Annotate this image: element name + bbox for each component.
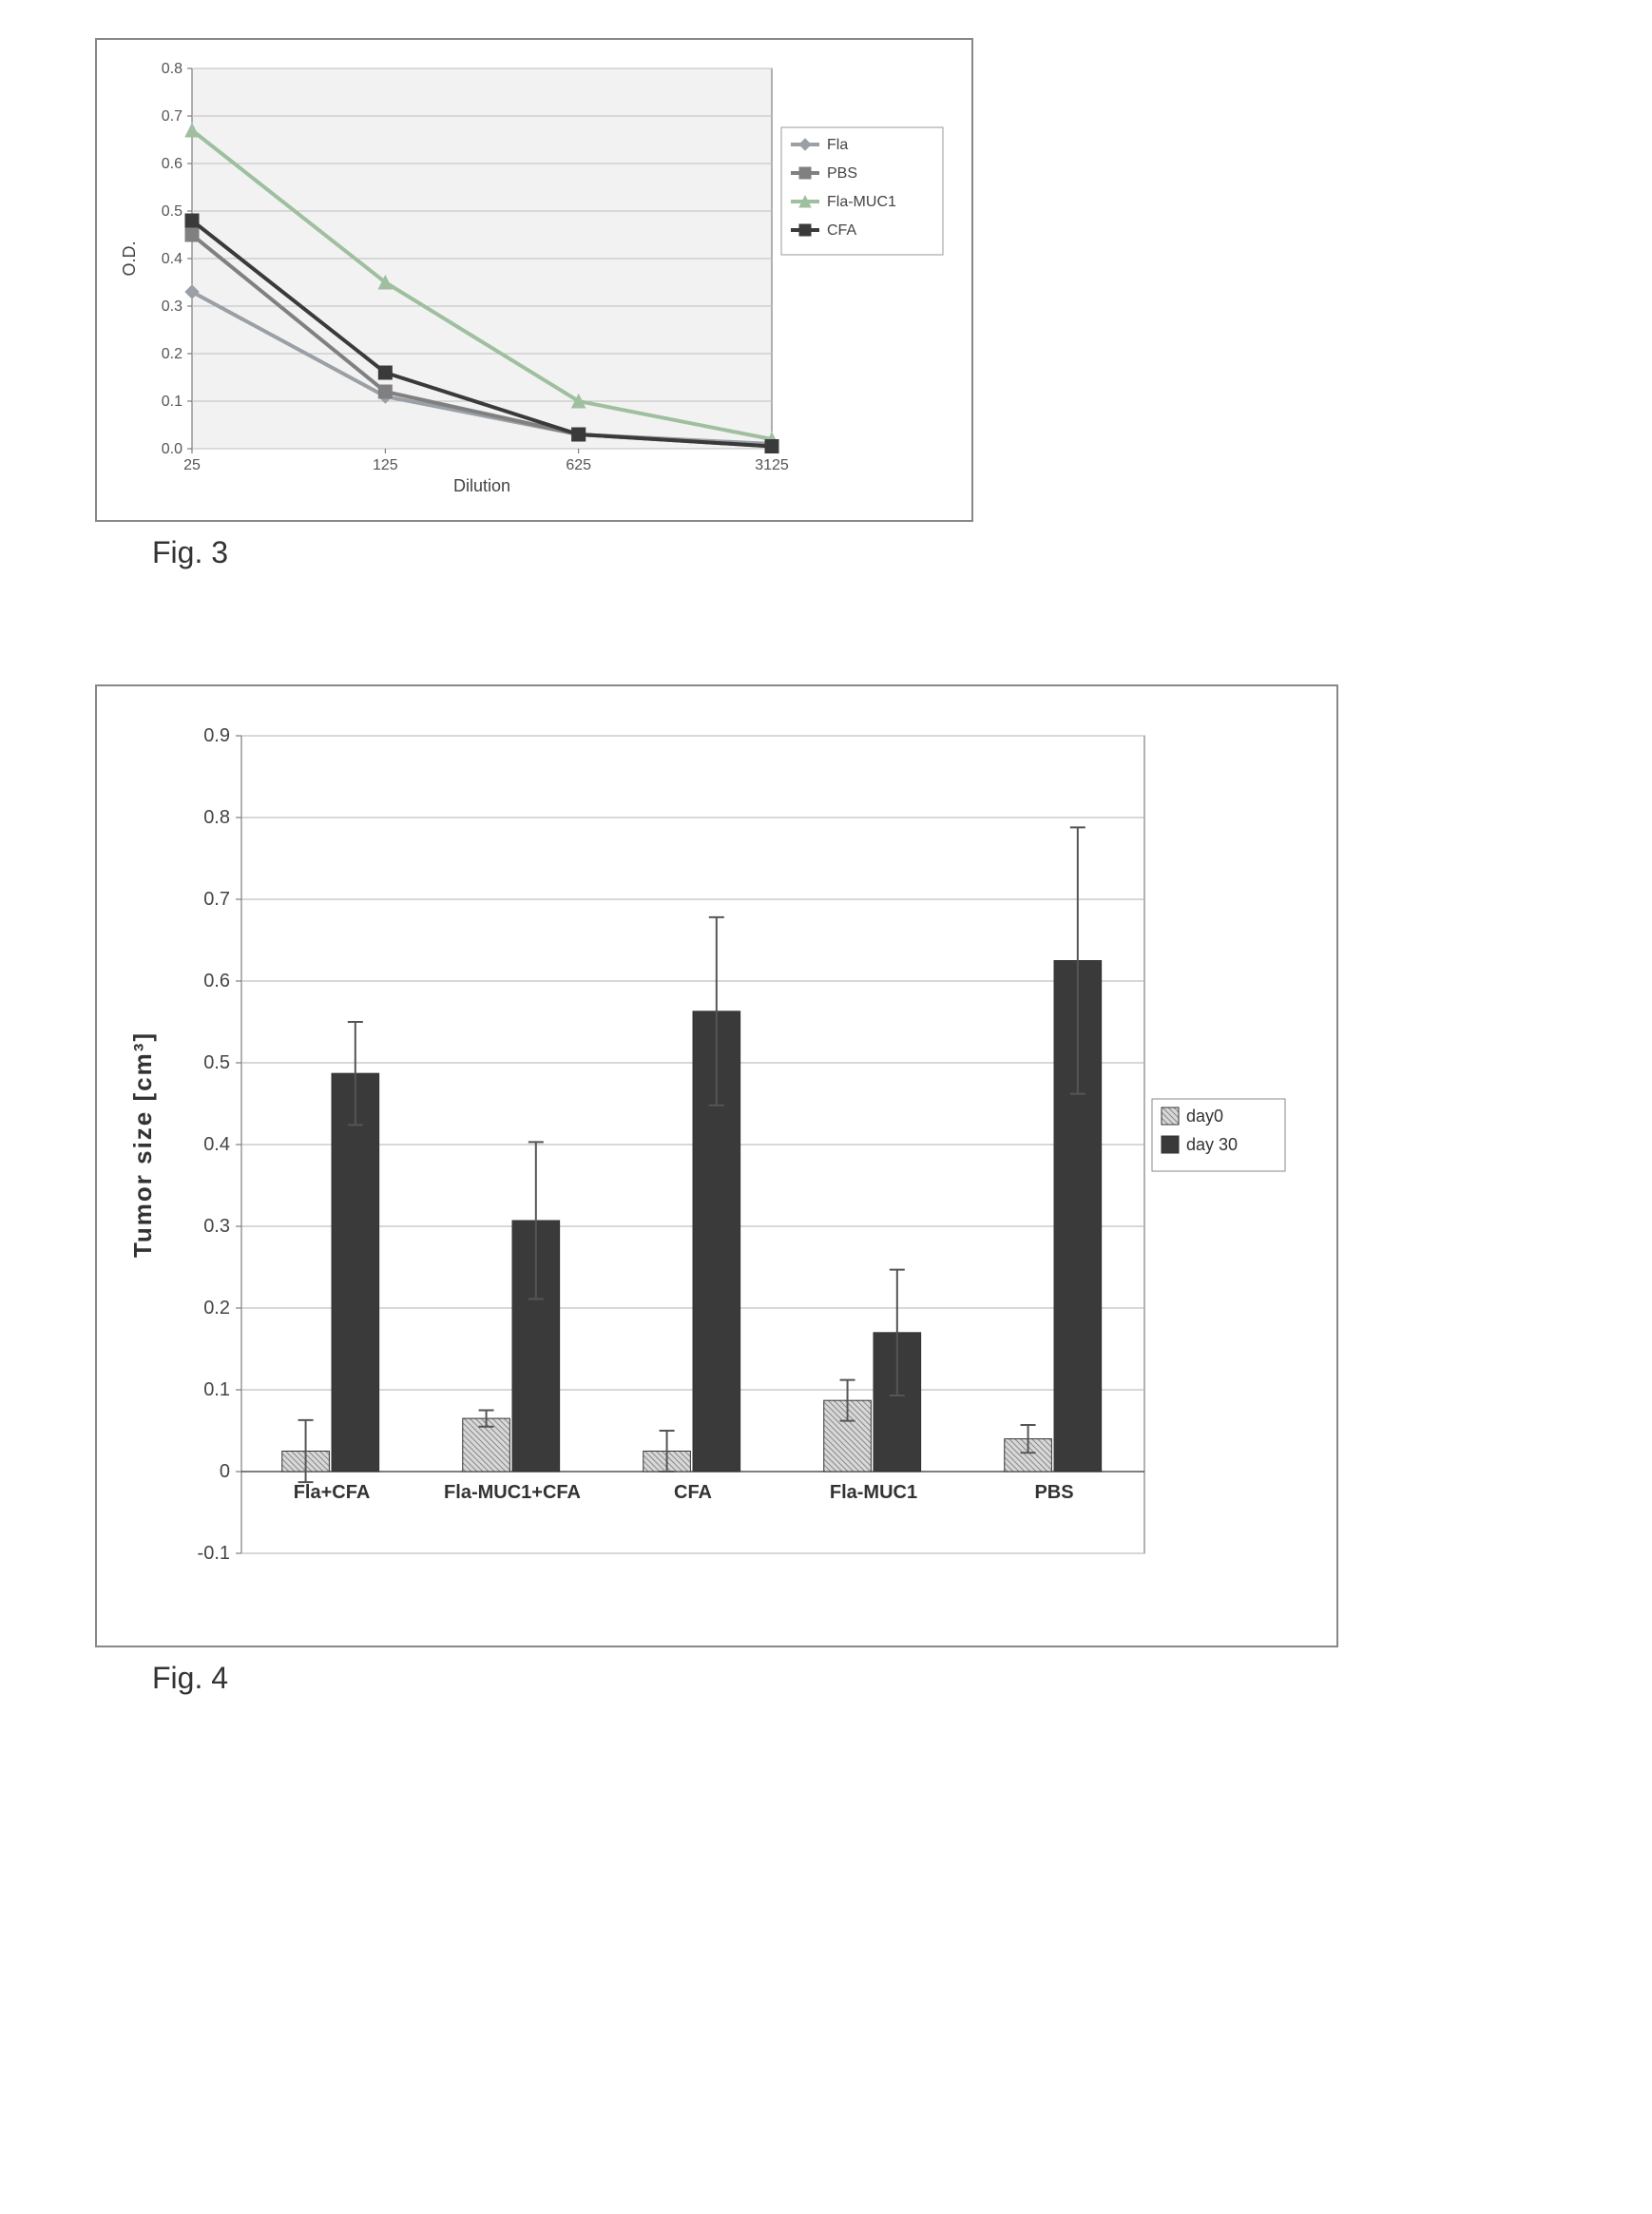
svg-text:0.1: 0.1 (203, 1379, 230, 1400)
svg-text:CFA: CFA (674, 1482, 712, 1503)
svg-text:0: 0 (220, 1461, 230, 1482)
svg-text:0.4: 0.4 (203, 1134, 230, 1155)
svg-text:CFA: CFA (827, 222, 856, 239)
svg-text:0.3: 0.3 (203, 1216, 230, 1237)
svg-text:0.9: 0.9 (203, 725, 230, 746)
figure-3-block: 0.0 0.1 0.2 0.3 0.4 0.5 0.6 0.7 0.8 25 125 625 3125 O… (95, 38, 1614, 570)
svg-text:0.5: 0.5 (203, 1052, 230, 1073)
svg-text:day 30: day 30 (1186, 1135, 1238, 1154)
svg-text:Fla+CFA: Fla+CFA (294, 1482, 371, 1503)
svg-text:0.6: 0.6 (203, 971, 230, 991)
svg-text:0.5: 0.5 (162, 203, 182, 220)
svg-text:0.2: 0.2 (203, 1298, 230, 1319)
svg-text:Dilution: Dilution (453, 476, 510, 495)
fig4-caption: Fig. 4 (152, 1661, 1614, 1696)
svg-text:3125: 3125 (755, 457, 789, 473)
svg-text:Tumor size [cm³]: Tumor size [cm³] (128, 1031, 157, 1258)
svg-text:0.8: 0.8 (162, 61, 182, 77)
svg-text:0.2: 0.2 (162, 346, 182, 362)
fig3-line-chart: 0.0 0.1 0.2 0.3 0.4 0.5 0.6 0.7 0.8 25 125 625 3125 O… (106, 49, 962, 506)
svg-text:Fla-MUC1+CFA: Fla-MUC1+CFA (444, 1482, 581, 1503)
fig3-caption: Fig. 3 (152, 535, 1614, 570)
svg-text:0.3: 0.3 (162, 298, 182, 315)
svg-text:Fla: Fla (827, 137, 848, 153)
fig3-frame: 0.0 0.1 0.2 0.3 0.4 0.5 0.6 0.7 0.8 25 125 625 3125 O… (95, 38, 973, 522)
svg-text:PBS: PBS (827, 165, 857, 182)
svg-text:0.7: 0.7 (203, 889, 230, 910)
svg-text:Fla-MUC1: Fla-MUC1 (830, 1482, 917, 1503)
svg-text:0.0: 0.0 (162, 441, 182, 457)
fig4-frame: -0.1 0 0.1 0.2 0.3 0.4 0.5 0.6 0.7 0.8 0.9 Fla+CFA F… (95, 684, 1338, 1647)
svg-text:0.8: 0.8 (203, 807, 230, 828)
fig4-bar-chart: -0.1 0 0.1 0.2 0.3 0.4 0.5 0.6 0.7 0.8 0.9 Fla+CFA F… (118, 707, 1316, 1620)
svg-text:25: 25 (183, 457, 201, 473)
svg-text:-0.1: -0.1 (198, 1543, 230, 1564)
svg-text:625: 625 (566, 457, 591, 473)
svg-text:day0: day0 (1186, 1107, 1223, 1126)
figure-4-block: -0.1 0 0.1 0.2 0.3 0.4 0.5 0.6 0.7 0.8 0.9 Fla+CFA F… (95, 684, 1614, 1696)
svg-text:O.D.: O.D. (120, 241, 139, 276)
svg-text:0.1: 0.1 (162, 394, 182, 410)
svg-text:Fla-MUC1: Fla-MUC1 (827, 194, 896, 210)
svg-text:125: 125 (373, 457, 398, 473)
svg-text:0.4: 0.4 (162, 251, 182, 267)
svg-text:0.6: 0.6 (162, 156, 182, 172)
svg-text:PBS: PBS (1034, 1482, 1073, 1503)
svg-text:0.7: 0.7 (162, 108, 182, 125)
